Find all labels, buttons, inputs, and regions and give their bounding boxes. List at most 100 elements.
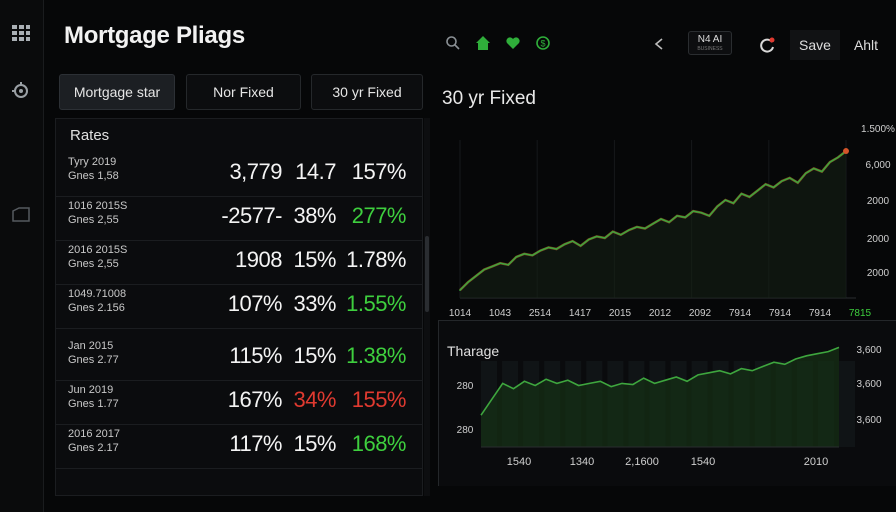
row-change: 157%	[351, 159, 407, 184]
data-point	[507, 264, 510, 266]
grid-column	[839, 361, 855, 447]
row-sublabel: Gnes 1.77	[68, 398, 119, 410]
search-icon[interactable]	[444, 34, 462, 52]
tab-30yr-fixed[interactable]: 30 yr Fixed	[311, 74, 423, 110]
secondary-chart-panel: Tharage 1540 1340 2,1600 1540 2010 3,600 3,600…	[438, 320, 896, 486]
row-change: 168%	[351, 431, 407, 456]
y-tick-label: 1.500%	[861, 124, 895, 135]
y-tick-label: 3,600	[856, 379, 881, 390]
row-rate: 117%	[229, 431, 282, 456]
y-tick-label: 2000	[867, 268, 890, 279]
x-tick-label: 7815	[849, 308, 872, 319]
row-label: Jun 2019	[68, 384, 114, 396]
main-chart-panel: 30 yr Fixed 1014 1043 2514 1417 2015 2012 2092…	[436, 70, 896, 320]
left-sidebar	[0, 0, 44, 512]
data-point	[652, 222, 654, 225]
row-change: 155%	[351, 387, 407, 412]
rate-row[interactable]: 2016 2017 Gnes 2.17 117% 15% 168%	[56, 425, 422, 469]
rate-row[interactable]: 1016 2015S Gnes 2,55 -2577- 38% 277%	[56, 197, 422, 241]
row-label: Tyry 2019	[68, 156, 117, 168]
row-rate: 167%	[227, 387, 283, 412]
scrollbar-thumb[interactable]	[425, 236, 429, 312]
rates-panel: Rates Tyry 2019 Gnes 1,58 3,779 14.7 157% 101…	[55, 118, 423, 496]
rate-row[interactable]: Jun 2019 Gnes 1.77 167% 34% 155%	[56, 381, 422, 425]
svg-text:$: $	[540, 39, 545, 49]
grid-menu-icon[interactable]	[10, 22, 32, 44]
settings-icon[interactable]	[10, 80, 32, 102]
x-tick-label: 1540	[507, 456, 531, 468]
row-sublabel: Gnes 2.77	[68, 354, 119, 366]
y-tick-label: 3,600	[856, 415, 881, 426]
x-tick-label: 2514	[529, 308, 552, 319]
x-tick-label: 1014	[449, 308, 472, 319]
x-tick-label: 2092	[689, 308, 712, 319]
x-tick-label: 1043	[489, 308, 512, 319]
data-point	[700, 211, 703, 214]
y-tick-label: 2000	[867, 234, 890, 245]
app-title: Mortgage Pliags	[64, 22, 245, 49]
row-label: 2016 2015S	[68, 244, 128, 256]
row-change: 1.38%	[346, 343, 406, 368]
x-tick-label: 1417	[569, 308, 592, 319]
series-line	[480, 346, 840, 416]
chart-title: 30 yr Fixed	[442, 88, 536, 109]
row-change: 1.55%	[346, 291, 406, 316]
dollar-icon[interactable]: $	[534, 34, 552, 52]
data-point	[796, 181, 799, 184]
row-sublabel: Gnes 2.156	[68, 302, 125, 314]
row-sublabel: Gnes 2,55	[68, 214, 119, 226]
x-tick-label: 2012	[649, 308, 672, 319]
x-tick-label: 7914	[769, 308, 792, 319]
favorite-icon[interactable]	[504, 34, 522, 52]
row-points: 15%	[293, 247, 336, 272]
rate-row[interactable]: 2016 2015S Gnes 2,55 1908 15% 1.78%	[56, 241, 422, 285]
row-label: 2016 2017	[68, 428, 120, 440]
row-rate: -2577-	[221, 203, 282, 228]
y-tick-label: 2000	[867, 196, 890, 207]
x-tick-label: 7914	[809, 308, 832, 319]
row-label: Jan 2015	[68, 340, 114, 352]
row-points: 15%	[293, 343, 336, 368]
row-points: 15%	[293, 431, 336, 456]
data-point	[603, 237, 606, 239]
row-rate: 3,779	[229, 159, 282, 184]
x-tick-label: 2,1600	[625, 456, 659, 468]
x-tick-label: 7914	[729, 308, 752, 319]
ai-badge[interactable]: N4 AI BUSINESS	[688, 31, 732, 55]
rate-row[interactable]: Tyry 2019 Gnes 1,58 3,779 14.7 157%	[56, 153, 422, 197]
rate-row[interactable]: Jan 2015 Gnes 2.77 115% 15% 1.38%	[56, 337, 422, 381]
ai-badge-subtitle: BUSINESS	[697, 46, 723, 52]
ai-badge-title: N4 AI	[697, 34, 723, 45]
row-sublabel: Gnes 2,55	[68, 258, 119, 270]
refresh-icon[interactable]	[756, 34, 778, 56]
x-tick-label: 2015	[609, 308, 632, 319]
rate-row[interactable]: 1049.71008 Gnes 2.156 107% 33% 1.55%	[56, 285, 422, 329]
folder-icon[interactable]	[10, 204, 32, 226]
toolbar-icons: $	[444, 34, 552, 52]
save-button[interactable]: Save	[790, 30, 840, 60]
row-rate: 107%	[227, 291, 283, 316]
back-arrow-icon[interactable]	[652, 36, 666, 52]
last-point-marker	[843, 148, 849, 155]
tab-nor-fixed[interactable]: Nor Fixed	[186, 74, 301, 110]
row-change: 277%	[351, 203, 407, 228]
y-left-tick-label: 280	[457, 381, 474, 392]
home-icon[interactable]	[474, 34, 492, 52]
x-tick-label: 1540	[691, 456, 715, 468]
user-menu[interactable]: Ahlt	[853, 37, 879, 53]
row-points: 38%	[293, 203, 336, 228]
row-change: 1.78%	[346, 247, 406, 272]
x-tick-label: 2010	[804, 456, 828, 468]
tab-mortgage-star[interactable]: Mortgage star	[59, 74, 175, 110]
y-tick-label: 3,600	[856, 345, 881, 356]
main-line-chart[interactable]: 1014 1043 2514 1417 2015 2012 2092 7914 7914 7914…	[436, 70, 896, 320]
data-point	[555, 248, 558, 250]
series-area	[481, 347, 839, 447]
row-rate: 115%	[229, 343, 282, 368]
row-label: 1016 2015S	[68, 200, 128, 212]
secondary-area-chart[interactable]: 1540 1340 2,1600 1540 2010 3,600 3,600 3,600 280…	[439, 321, 896, 487]
row-label: 1049.71008	[68, 288, 127, 300]
row-points: 34%	[293, 387, 336, 412]
rates-heading: Rates	[70, 127, 110, 144]
data-point	[459, 289, 461, 291]
